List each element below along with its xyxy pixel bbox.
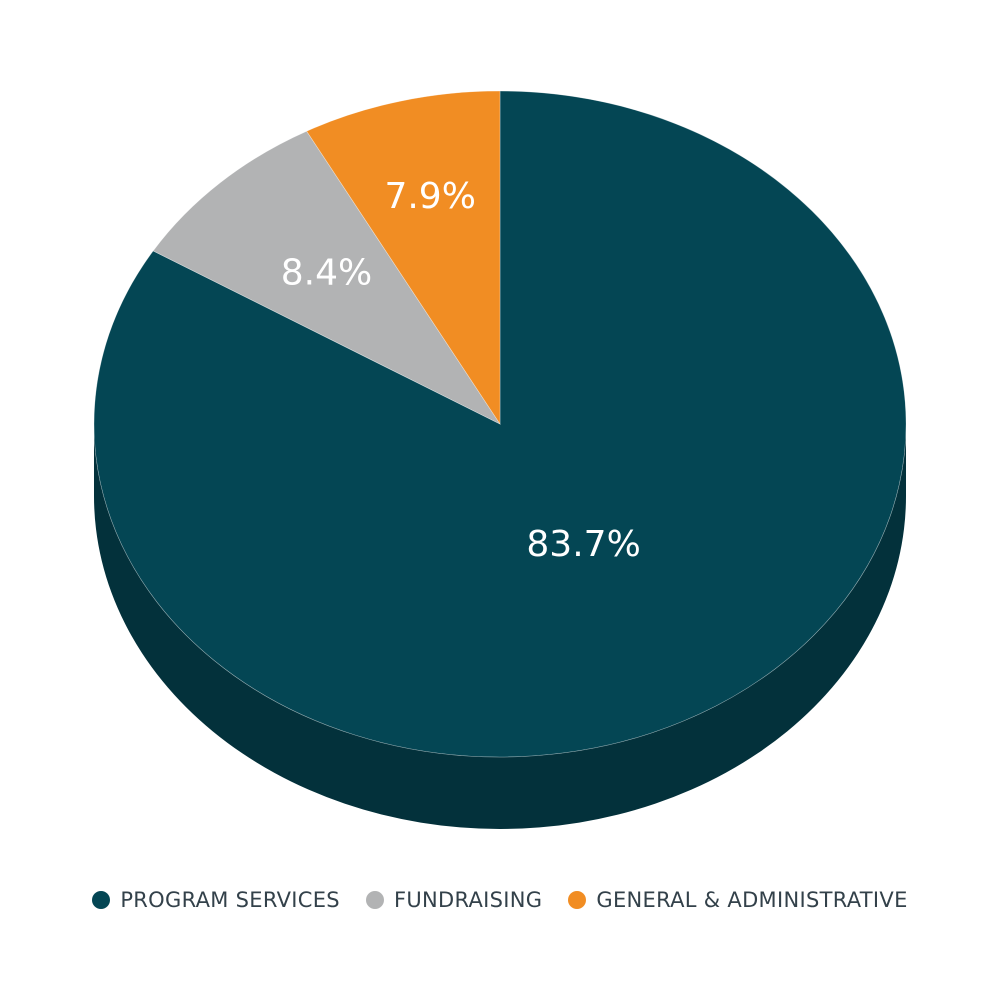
legend-item-program-services: PROGRAM SERVICES	[92, 888, 340, 912]
pie-value-labels: 83.7% 8.4% 7.9%	[281, 176, 641, 565]
legend-swatch-fundraising	[365, 891, 384, 909]
pie-slice-general-administrative	[306, 90, 501, 425]
pie-side-program-services	[94, 424, 906, 829]
pie-label-general-administrative: 7.9%	[384, 176, 475, 217]
pie-depth-layer	[94, 424, 906, 829]
legend-label-general-administrative: GENERAL & ADMINISTRATIVE	[596, 888, 908, 912]
pie-label-program-services: 83.7%	[526, 524, 640, 565]
legend-item-fundraising: FUNDRAISING	[365, 888, 543, 912]
pie-slices	[93, 90, 907, 758]
legend-label-program-services: PROGRAM SERVICES	[120, 888, 340, 912]
pie-label-fundraising: 8.4%	[281, 252, 372, 293]
legend-swatch-general-administrative	[568, 891, 587, 909]
legend-item-general-administrative: GENERAL & ADMINISTRATIVE	[568, 888, 907, 912]
pie-slice-fundraising	[152, 130, 501, 425]
chart-legend: PROGRAM SERVICES FUNDRAISING GENERAL & A…	[0, 888, 1000, 912]
legend-label-fundraising: FUNDRAISING	[393, 888, 543, 912]
legend-swatch-program-services	[92, 891, 111, 909]
